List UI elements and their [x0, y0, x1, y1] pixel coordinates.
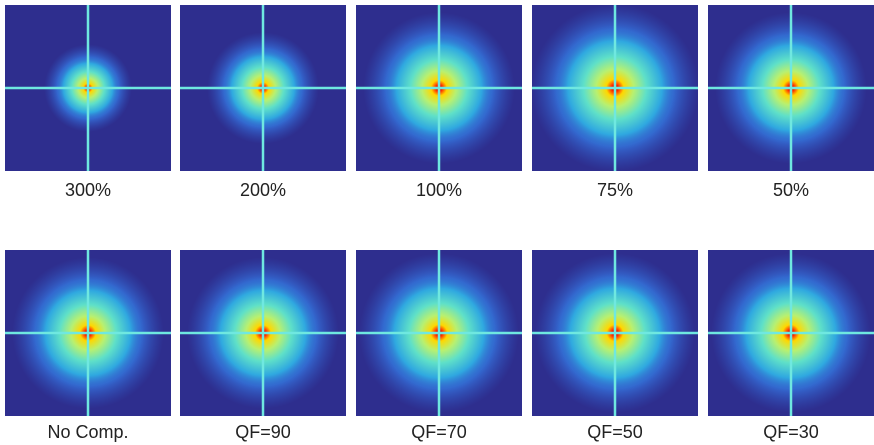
panel-label: 100% — [416, 180, 462, 200]
figure: 300% 200% 100% 75% 50% No Comp. QF=90 QF=70 QF=5… — [0, 0, 874, 445]
panel-label: QF=50 — [587, 422, 643, 442]
panel-label: QF=30 — [763, 422, 819, 442]
panel-label: 200% — [240, 180, 286, 200]
panel-label: QF=90 — [235, 422, 291, 442]
panel-label: QF=70 — [411, 422, 467, 442]
panel-label: No Comp. — [47, 422, 128, 442]
panel-label: 75% — [597, 180, 633, 200]
panel-label: 300% — [65, 180, 111, 200]
panel-label: 50% — [773, 180, 809, 200]
